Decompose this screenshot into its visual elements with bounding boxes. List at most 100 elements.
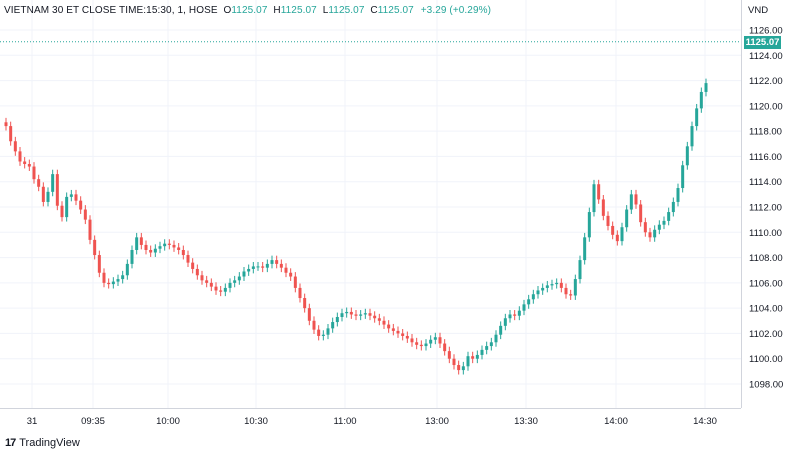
candle-body [279,263,283,268]
candle-body [499,325,503,335]
candle-body [186,255,190,263]
y-tick-label: 1100.00 [749,354,783,365]
candle-body [419,344,423,347]
candle-body [415,342,419,345]
candle-body [447,351,451,359]
candle-body [167,243,171,245]
y-tick-label: 1112.00 [749,203,782,214]
candle-body [307,308,311,321]
candle-body [149,249,153,253]
y-tick-label: 1104.00 [749,304,783,315]
candle-body [51,174,55,192]
candles-layer [4,78,708,375]
candle-body [121,275,125,280]
candle-body [564,287,568,295]
candle-body [685,146,689,166]
candle-body [205,280,209,283]
candle-body [317,329,321,336]
candle-body [102,272,106,283]
x-tick-label: 13:30 [514,416,538,427]
candle-body [396,330,400,334]
candle-body [578,260,582,280]
candle-body [681,165,685,189]
candle-body [13,141,17,152]
candle-body [27,164,31,167]
x-tick-label: 11:00 [333,416,356,427]
candle-body [79,200,83,210]
y-tick-label: 1124.00 [749,51,783,62]
candle-body [662,220,666,225]
candle-body [527,299,531,305]
candle-body [597,184,601,200]
y-tick-label: 1120.00 [749,101,783,112]
candle-body [111,281,115,285]
candle-body [443,343,447,352]
candle-body [293,276,297,288]
symbol-title[interactable]: VIETNAM 30 ET CLOSE TIME:15:30, 1, HOSE [4,5,218,16]
candle-body [601,199,605,216]
candle-body [583,237,587,261]
x-tick-label: 13:00 [425,416,449,427]
candle-body [508,314,512,319]
tradingview-logo[interactable]: 17 TradingView [5,437,80,449]
candle-body [275,260,279,264]
candle-body [233,280,237,283]
candle-body [181,249,185,256]
x-tick-label: 14:00 [604,416,628,427]
candle-body [93,239,97,256]
candle-body [592,184,596,213]
candle-body [475,354,479,359]
candle-body [634,194,638,205]
low-label: L [322,5,329,16]
candle-body [37,179,41,187]
candle-body [387,324,391,329]
y-tick-label: 1110.00 [749,228,782,239]
candle-body [158,246,162,249]
x-tick-label: 14:30 [693,416,717,427]
candle-body [209,282,213,287]
candle-body [704,83,708,92]
candle-body [284,267,288,273]
tradingview-logo-icon: 17 [5,437,16,449]
candle-body [237,276,241,281]
candle-body [368,313,372,316]
candle-body [256,266,260,268]
candle-body [326,328,330,335]
candle-body [573,279,577,296]
candle-body [55,174,59,206]
candle-body [83,209,87,220]
last-price-tag: 1125.07 [744,36,781,49]
candle-body [163,243,167,247]
candle-body [648,232,652,238]
candle-body [4,122,8,127]
candle-body [545,285,549,288]
candle-body [242,271,246,277]
candle-body [214,286,218,291]
candle-body [461,366,465,371]
candle-body [457,365,461,371]
y-tick-label: 1108.00 [749,253,783,264]
candle-body [261,266,265,268]
candle-body [228,282,232,288]
open-value: 1125.07 [231,5,268,16]
currency-unit-label: VND [748,5,769,16]
candle-body [513,314,517,316]
candle-body [139,237,143,245]
candle-body [410,338,414,343]
candle-body [639,204,643,223]
candle-body [303,298,307,309]
open-label: O [223,5,232,16]
candle-body [107,282,111,285]
chart-grid [0,0,741,408]
y-tick-label: 1106.00 [749,278,783,289]
candle-body [363,313,367,315]
candle-body [494,334,498,343]
candle-body [555,282,559,285]
candle-body [489,342,493,347]
candle-body [251,266,255,269]
candle-body [340,313,344,317]
change-value: +3.29 (+0.29%) [420,5,492,16]
candle-body [223,287,227,292]
candle-body [359,314,363,316]
